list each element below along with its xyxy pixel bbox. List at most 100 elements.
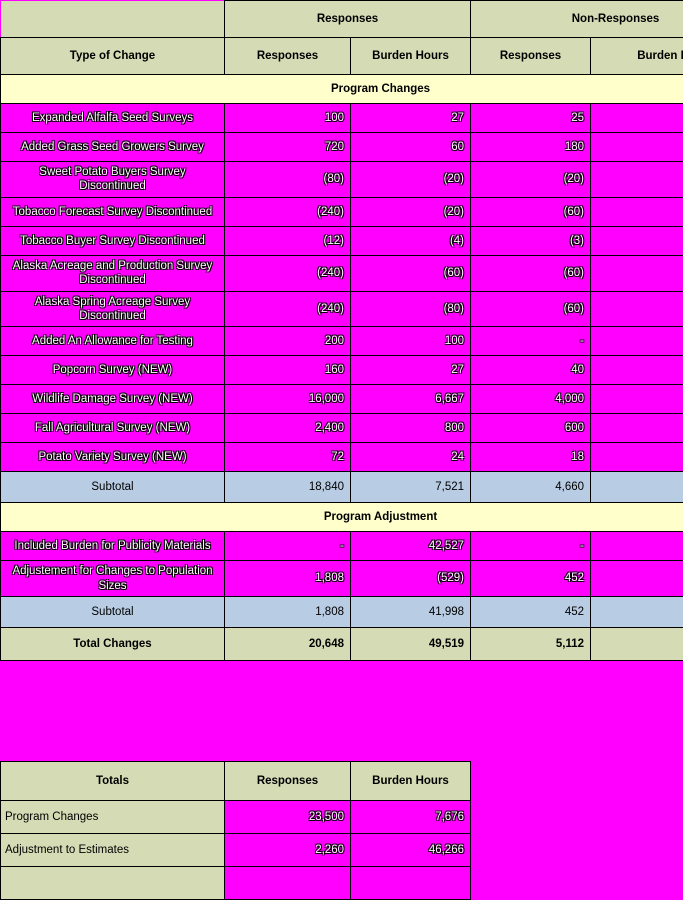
column-header-burden-hours-1: Burden Hours: [351, 38, 471, 75]
row-responses: (240): [225, 291, 351, 327]
section-title-program-changes: Program Changes: [1, 75, 683, 104]
totals-row-label: Adjustment to Estimates: [1, 834, 225, 867]
row-burden-hours: 42,527: [351, 532, 471, 561]
total-burden-hours: 49,519: [351, 628, 471, 661]
row-nonresponses: (60): [471, 291, 591, 327]
row-burden-hours: (20): [351, 197, 471, 226]
table-row: Alaska Acreage and Production Survey Dis…: [1, 255, 683, 291]
row-responses: (240): [225, 255, 351, 291]
table-row: Adjustement for Changes to Population Si…: [1, 561, 683, 597]
row-responses: (80): [225, 162, 351, 198]
group-header-row: Responses Non-Responses: [1, 1, 683, 38]
row-nonresponses: -: [471, 532, 591, 561]
totals-header-burden-hours: Burden Hours: [351, 762, 471, 801]
row-responses: 720: [225, 133, 351, 162]
row-label: Included Burden for Publicity Materials: [1, 532, 225, 561]
table-row: Expanded Alfalfa Seed Surveys 100 27 25: [1, 104, 683, 133]
subtotal-responses: 18,840: [225, 472, 351, 503]
table-row: Tobacco Forecast Survey Discontinued (24…: [1, 197, 683, 226]
table-row: Fall Agricultural Survey (NEW) 2,400 800…: [1, 414, 683, 443]
row-label: Popcorn Survey (NEW): [1, 356, 225, 385]
table-row: Tobacco Buyer Survey Discontinued (12) (…: [1, 226, 683, 255]
totals-row-burden-hours: 7,676: [351, 801, 471, 834]
totals-row-label: Program Changes: [1, 801, 225, 834]
totals-row-responses: 2,260: [225, 834, 351, 867]
subtotal-nonresponses: 452: [471, 597, 591, 628]
row-responses: 1,808: [225, 561, 351, 597]
subtotal-burden-hours: 7,521: [351, 472, 471, 503]
totals-row-burden-hours: 46,266: [351, 834, 471, 867]
subtotal-label: Subtotal: [1, 472, 225, 503]
row-nonresponse-burden: [591, 255, 683, 291]
table-row: Potato Variety Survey (NEW) 72 24 18: [1, 443, 683, 472]
row-nonresponses: -: [471, 327, 591, 356]
column-header-type-of-change: Type of Change: [1, 38, 225, 75]
row-label: Sweet Potato Buyers Survey Discontinued: [1, 162, 225, 198]
corner-blank-cell: [1, 1, 225, 38]
column-header-row: Type of Change Responses Burden Hours Re…: [1, 38, 683, 75]
total-nonresponse-burden: 4,: [591, 628, 683, 661]
subtotal-nonresponses: 4,660: [471, 472, 591, 503]
row-label: Alaska Acreage and Production Survey Dis…: [1, 255, 225, 291]
row-nonresponse-burden: [591, 561, 683, 597]
table-row: Sweet Potato Buyers Survey Discontinued …: [1, 162, 683, 198]
row-nonresponse-burden: [591, 385, 683, 414]
row-label: Added Grass Seed Growers Survey: [1, 133, 225, 162]
row-label: Added An Allowance for Testing: [1, 327, 225, 356]
totals-row-partial: [1, 867, 471, 900]
row-burden-hours: 6,667: [351, 385, 471, 414]
totals-header-label: Totals: [1, 762, 225, 801]
row-nonresponse-burden: [591, 226, 683, 255]
column-header-responses-1: Responses: [225, 38, 351, 75]
totals-table-body: Totals Responses Burden Hours Program Ch…: [1, 762, 471, 900]
column-header-responses-2: Responses: [471, 38, 591, 75]
subtotal-row-program-adjustment: Subtotal 1,808 41,998 452 4,: [1, 597, 683, 628]
row-responses: 2,400: [225, 414, 351, 443]
subtotal-nonresponse-burden: 4,: [591, 597, 683, 628]
subtotal-nonresponse-burden: [591, 472, 683, 503]
row-nonresponse-burden: [591, 197, 683, 226]
row-nonresponse-burden: [591, 133, 683, 162]
row-nonresponses: 4,000: [471, 385, 591, 414]
row-label: Fall Agricultural Survey (NEW): [1, 414, 225, 443]
table-row: Included Burden for Publicity Materials …: [1, 532, 683, 561]
row-burden-hours: 27: [351, 356, 471, 385]
section-band-program-adjustment: Program Adjustment: [1, 503, 683, 532]
row-nonresponses: 180: [471, 133, 591, 162]
totals-row-responses: [225, 867, 351, 900]
burden-table-sheet: Responses Non-Responses Type of Change R…: [0, 0, 683, 870]
totals-row-burden-hours: [351, 867, 471, 900]
totals-row-responses: 23,500: [225, 801, 351, 834]
row-label: Potato Variety Survey (NEW): [1, 443, 225, 472]
row-burden-hours: 27: [351, 104, 471, 133]
row-nonresponse-burden: 4,: [591, 532, 683, 561]
total-label: Total Changes: [1, 628, 225, 661]
totals-row: Program Changes 23,500 7,676: [1, 801, 471, 834]
row-nonresponses: (20): [471, 162, 591, 198]
row-burden-hours: 24: [351, 443, 471, 472]
row-burden-hours: 60: [351, 133, 471, 162]
row-nonresponse-burden: [591, 162, 683, 198]
row-nonresponses: (60): [471, 255, 591, 291]
subtotal-row-program-changes: Subtotal 18,840 7,521 4,660: [1, 472, 683, 503]
changes-table-body: Responses Non-Responses Type of Change R…: [1, 1, 683, 661]
row-nonresponses: 25: [471, 104, 591, 133]
row-responses: (12): [225, 226, 351, 255]
row-nonresponse-burden: [591, 356, 683, 385]
row-nonresponse-burden: [591, 443, 683, 472]
section-band-program-changes: Program Changes: [1, 75, 683, 104]
group-header-responses: Responses: [225, 1, 471, 38]
table-row: Alaska Spring Acreage Survey Discontinue…: [1, 291, 683, 327]
row-nonresponses: (60): [471, 197, 591, 226]
changes-table: Responses Non-Responses Type of Change R…: [0, 0, 683, 661]
row-responses: (240): [225, 197, 351, 226]
row-responses: 200: [225, 327, 351, 356]
table-row: Added An Allowance for Testing 200 100 -: [1, 327, 683, 356]
subtotal-label: Subtotal: [1, 597, 225, 628]
total-nonresponses: 5,112: [471, 628, 591, 661]
row-nonresponses: 452: [471, 561, 591, 597]
totals-header-responses: Responses: [225, 762, 351, 801]
row-nonresponse-burden: [591, 414, 683, 443]
row-label: Tobacco Forecast Survey Discontinued: [1, 197, 225, 226]
total-changes-row: Total Changes 20,648 49,519 5,112 4,: [1, 628, 683, 661]
